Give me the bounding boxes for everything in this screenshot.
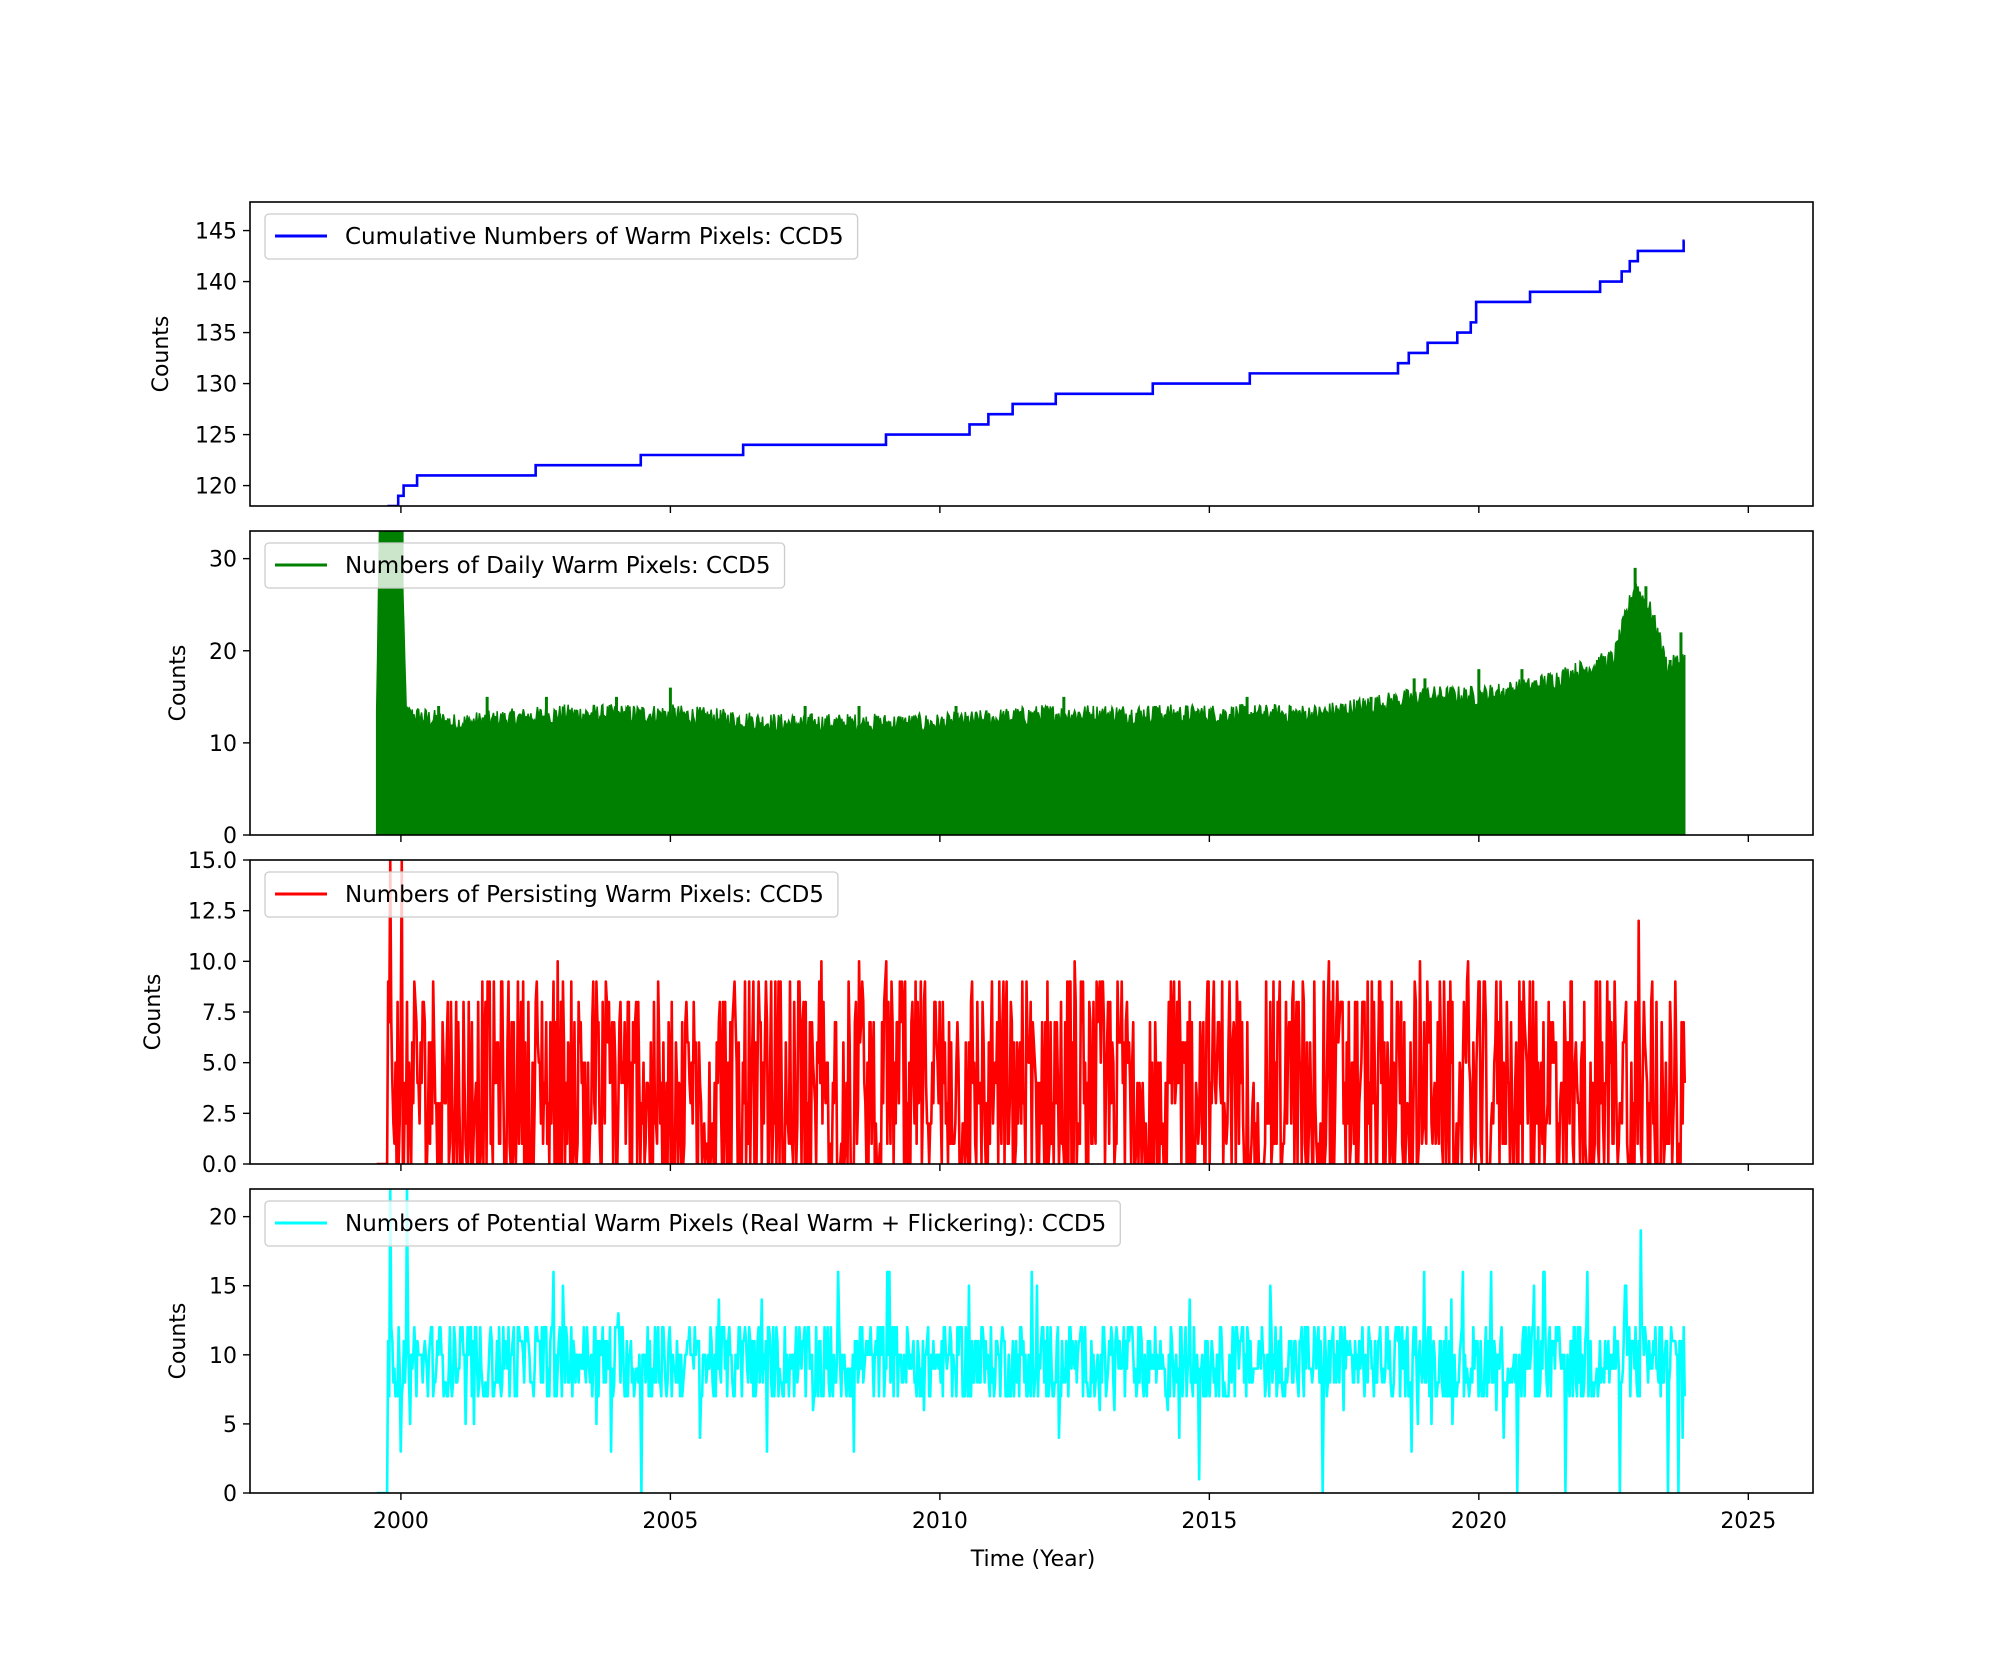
y-axis-label-1: Counts [166, 645, 191, 722]
daily-start-block [380, 531, 404, 835]
y-tick-label-3-1: 5 [223, 1413, 237, 1438]
series-2 [376, 860, 1687, 1164]
y-tick-label-3-0: 0 [223, 1482, 237, 1507]
series-3 [376, 1189, 1687, 1493]
legend-2: Numbers of Persisting Warm Pixels: CCD5 [264, 871, 839, 918]
y-tick-label-0-4: 140 [195, 271, 237, 296]
y-tick-label-2-2: 5.0 [202, 1052, 237, 1077]
y-tick-label-2-6: 15.0 [188, 849, 237, 874]
y-tick-label-3-3: 15 [209, 1275, 237, 1300]
y-tick-label-1-1: 10 [209, 732, 237, 757]
y-axis-label-0: Counts [149, 316, 174, 393]
series-0 [387, 239, 1685, 506]
series-line-2 [376, 860, 1687, 1164]
legend-label-3: Numbers of Potential Warm Pixels (Real W… [345, 1211, 1106, 1237]
x-tick-label-2: 2010 [912, 1509, 968, 1534]
y-tick-label-3-4: 20 [209, 1206, 237, 1231]
panel-persisting-warm-pixels: 0.0 2.5 5.0 7.5 10.0 12.5 15.0 Counts Numbers of… [141, 849, 1814, 1178]
x-tick-label-0: 2000 [373, 1509, 429, 1534]
legend-box-1 [264, 542, 786, 589]
legend-3: Numbers of Potential Warm Pixels (Real W… [264, 1200, 1121, 1247]
daily-area [375, 531, 1686, 835]
x-tick-label-1: 2005 [642, 1509, 698, 1534]
panel-daily-warm-pixels: 0 10 20 30 Counts Numbers of Daily Warm Pixel… [166, 530, 1814, 849]
y-tick-label-3-2: 10 [209, 1344, 237, 1369]
y-tick-label-2-4: 10.0 [188, 950, 237, 975]
y-tick-label-0-0: 120 [195, 475, 237, 500]
x-tick-label-3: 2015 [1181, 1509, 1237, 1534]
x-axis-label: Time (Year) [970, 1547, 1096, 1572]
axes-frame-3 [249, 1188, 1814, 1494]
legend-box-2 [264, 871, 839, 918]
y-axis-label-2: Counts [141, 974, 166, 1051]
x-tick-label-4: 2020 [1451, 1509, 1507, 1534]
cumulative-line [387, 239, 1685, 506]
axes-frame-1 [249, 530, 1814, 836]
y-tick-label-0-2: 130 [195, 373, 237, 398]
legend-0: Cumulative Numbers of Warm Pixels: CCD5 [264, 213, 859, 260]
legend-box-0 [264, 213, 859, 260]
legend-label-0: Cumulative Numbers of Warm Pixels: CCD5 [345, 224, 844, 250]
y-tick-label-1-2: 20 [209, 640, 237, 665]
axes-frame-0 [249, 201, 1814, 507]
y-tick-label-1-3: 30 [209, 548, 237, 573]
legend-label-1: Numbers of Daily Warm Pixels: CCD5 [345, 553, 771, 579]
y-tick-label-1-0: 0 [223, 824, 237, 849]
x-tick-label-5: 2025 [1720, 1509, 1776, 1534]
y-tick-label-0-3: 135 [195, 322, 237, 347]
y-tick-label-0-1: 125 [195, 424, 237, 449]
y-tick-label-2-5: 12.5 [188, 900, 237, 925]
legend-label-2: Numbers of Persisting Warm Pixels: CCD5 [345, 882, 824, 908]
y-tick-label-2-3: 7.5 [202, 1001, 237, 1026]
y-tick-label-2-1: 2.5 [202, 1102, 237, 1127]
y-tick-label-0-5: 145 [195, 220, 237, 245]
series-1 [375, 531, 1686, 835]
series-line-3 [376, 1189, 1687, 1493]
panel-cumulative-warm-pixels: 120 125 130 135 140 145 Counts Cumulative Numbe… [149, 201, 1814, 513]
y-tick-label-2-0: 0.0 [202, 1153, 237, 1178]
legend-1: Numbers of Daily Warm Pixels: CCD5 [264, 542, 786, 589]
y-axis-label-3: Counts [166, 1303, 191, 1380]
panel-potential-warm-pixels: 0 5 10 15 20 Counts 2000 2005 2010 2015 2020 2025 Nu… [166, 1188, 1814, 1534]
legend-box-3 [264, 1200, 1121, 1247]
